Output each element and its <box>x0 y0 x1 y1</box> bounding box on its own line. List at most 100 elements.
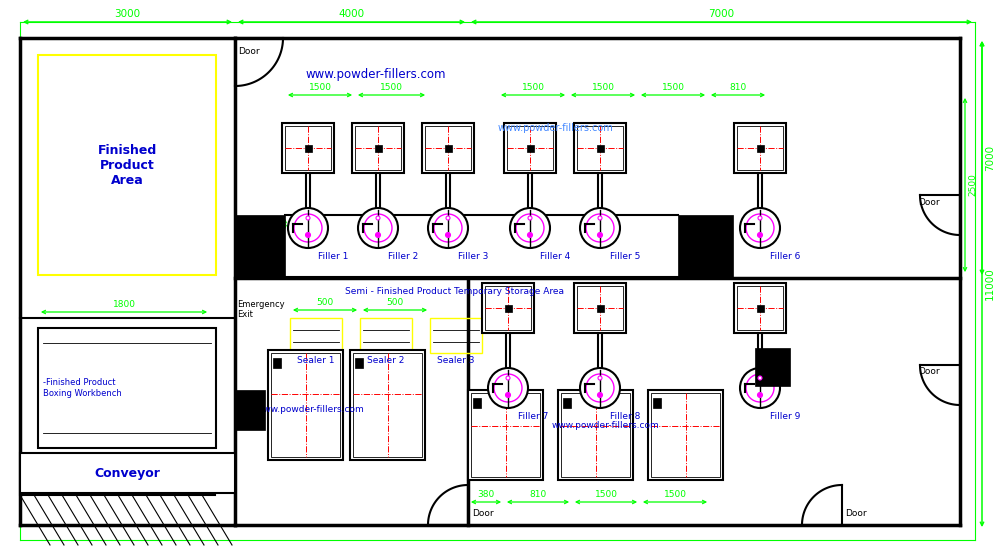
Text: 1500: 1500 <box>662 83 684 92</box>
Bar <box>596 305 604 311</box>
Text: Door: Door <box>238 47 260 56</box>
Circle shape <box>580 208 620 248</box>
Text: www.powder-fillers.com: www.powder-fillers.com <box>256 405 364 414</box>
Text: Door: Door <box>918 367 940 376</box>
Text: Conveyor: Conveyor <box>95 466 160 479</box>
Text: 380: 380 <box>477 490 495 499</box>
Bar <box>596 144 604 152</box>
Text: 1500: 1500 <box>664 490 686 499</box>
Bar <box>577 126 623 170</box>
Bar <box>653 398 661 408</box>
Circle shape <box>586 214 614 242</box>
Circle shape <box>306 232 311 237</box>
Bar <box>574 283 626 333</box>
Text: Filler 4: Filler 4 <box>540 252 570 261</box>
Bar <box>360 318 412 353</box>
Circle shape <box>758 376 762 380</box>
Bar <box>355 126 401 170</box>
Text: 500: 500 <box>316 298 334 307</box>
Circle shape <box>510 208 550 248</box>
Text: Filler 6: Filler 6 <box>770 252 800 261</box>
Bar <box>422 123 474 173</box>
Text: Sealer 2: Sealer 2 <box>367 356 405 365</box>
Bar <box>305 144 312 152</box>
Bar <box>505 305 512 311</box>
Bar <box>558 390 633 480</box>
Circle shape <box>434 214 462 242</box>
Bar <box>235 390 265 430</box>
Text: 1500: 1500 <box>592 83 614 92</box>
Circle shape <box>358 208 398 248</box>
Text: Filler 8: Filler 8 <box>610 412 640 421</box>
Bar <box>471 393 540 477</box>
Text: 1500: 1500 <box>522 83 544 92</box>
Text: Emergency
Exit: Emergency Exit <box>237 300 285 319</box>
Text: Door: Door <box>918 198 940 207</box>
Bar <box>375 144 382 152</box>
Circle shape <box>528 232 532 237</box>
Bar <box>273 358 281 368</box>
Bar <box>737 286 783 330</box>
Circle shape <box>376 232 381 237</box>
Text: Filler 7: Filler 7 <box>518 412 548 421</box>
Circle shape <box>364 214 392 242</box>
Text: Semi - Finished Product Temporary Storage Area: Semi - Finished Product Temporary Storag… <box>345 287 564 296</box>
Bar <box>20 453 235 493</box>
Bar <box>757 144 764 152</box>
Text: 810: 810 <box>529 490 547 499</box>
Text: Door: Door <box>845 509 867 518</box>
Bar <box>482 283 534 333</box>
Bar <box>651 393 720 477</box>
Text: www.powder-fillers.com: www.powder-fillers.com <box>498 123 614 133</box>
Bar <box>444 144 452 152</box>
Text: -Finished Product
Boxing Workbench: -Finished Product Boxing Workbench <box>43 379 122 398</box>
Text: Filler 9: Filler 9 <box>770 412 800 421</box>
Circle shape <box>488 368 528 408</box>
Text: 1800: 1800 <box>113 300 136 309</box>
Circle shape <box>586 374 614 402</box>
Circle shape <box>506 376 510 380</box>
Circle shape <box>598 376 602 380</box>
Bar <box>468 390 543 480</box>
Circle shape <box>598 216 602 220</box>
Circle shape <box>746 374 774 402</box>
Circle shape <box>294 214 322 242</box>
Text: Filler 1: Filler 1 <box>318 252 348 261</box>
Circle shape <box>506 393 511 398</box>
Circle shape <box>306 216 310 220</box>
Text: 11000: 11000 <box>985 268 995 300</box>
Circle shape <box>598 232 602 237</box>
Bar <box>235 215 285 277</box>
Bar <box>290 318 342 353</box>
Bar <box>473 398 481 408</box>
Bar <box>757 305 764 311</box>
Text: Sealer 1: Sealer 1 <box>297 356 335 365</box>
Bar <box>678 215 733 277</box>
Text: 3000: 3000 <box>114 9 141 19</box>
Text: 7000: 7000 <box>708 9 735 19</box>
Text: 1500: 1500 <box>594 490 618 499</box>
Bar <box>282 123 334 173</box>
Circle shape <box>746 214 774 242</box>
Bar <box>734 283 786 333</box>
Circle shape <box>598 393 602 398</box>
Bar <box>271 353 340 457</box>
Bar <box>577 286 623 330</box>
Bar <box>526 144 534 152</box>
Circle shape <box>740 368 780 408</box>
Bar <box>648 390 723 480</box>
Bar <box>285 126 331 170</box>
Text: 500: 500 <box>260 216 277 225</box>
Bar <box>563 398 571 408</box>
Bar <box>38 328 216 448</box>
Circle shape <box>740 208 780 248</box>
Text: Sealer 3: Sealer 3 <box>437 356 475 365</box>
Bar <box>350 350 425 460</box>
Circle shape <box>446 232 450 237</box>
Text: 7000: 7000 <box>985 145 995 171</box>
Bar <box>268 350 343 460</box>
Bar <box>755 348 790 386</box>
Text: 1500: 1500 <box>380 83 403 92</box>
Bar <box>485 286 531 330</box>
Bar <box>352 123 404 173</box>
